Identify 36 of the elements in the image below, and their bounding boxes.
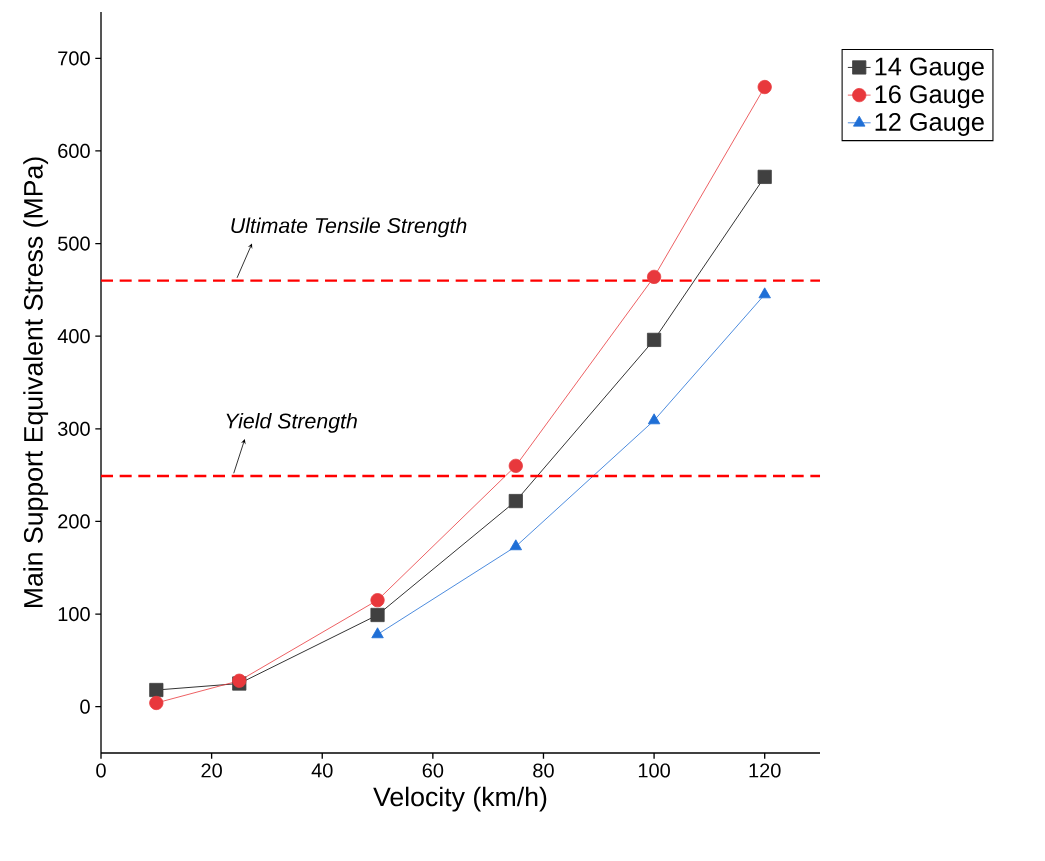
point [647, 413, 661, 425]
y-tick-label: 400 [57, 329, 90, 344]
point [149, 682, 164, 698]
point [757, 79, 772, 95]
y-tick-label: 100 [58, 606, 90, 622]
legend-label: 16 Gauge [875, 85, 984, 109]
point [758, 287, 771, 299]
point [508, 458, 523, 473]
x-tick-label: 80 [533, 763, 554, 778]
y-tick-label: 200 [58, 514, 90, 529]
point [509, 539, 522, 551]
x-tick-label: 100 [638, 763, 670, 778]
point [647, 269, 662, 284]
point [371, 627, 384, 639]
y-tick-label: 300 [57, 421, 90, 436]
y-axis-title: Main Support Equivalent Stress (MPa) [23, 157, 49, 608]
point [370, 593, 385, 608]
point [647, 332, 662, 347]
x-axis-title: Velocity (km/h) [373, 786, 547, 812]
point [757, 169, 772, 184]
x-tick-label: 20 [201, 763, 222, 778]
legend-label: 12 Gauge [875, 112, 984, 136]
y-tick-label: 700 [58, 51, 90, 66]
ref-line-label: Ultimate Tensile Strength [231, 217, 467, 238]
y-tick-label: 0 [80, 699, 90, 714]
y-tick-label: 500 [58, 236, 90, 251]
x-tick-label: 120 [749, 763, 781, 778]
point [508, 493, 523, 509]
point [149, 695, 164, 711]
ref-line-label: Yield Strength [226, 412, 357, 433]
point [370, 607, 385, 623]
x-tick-label: 0 [96, 763, 106, 778]
legend-label: 14 Gauge [875, 57, 984, 81]
y-tick-label: 600 [58, 143, 90, 159]
x-tick-label: 60 [422, 763, 444, 778]
x-tick-label: 40 [311, 763, 333, 778]
